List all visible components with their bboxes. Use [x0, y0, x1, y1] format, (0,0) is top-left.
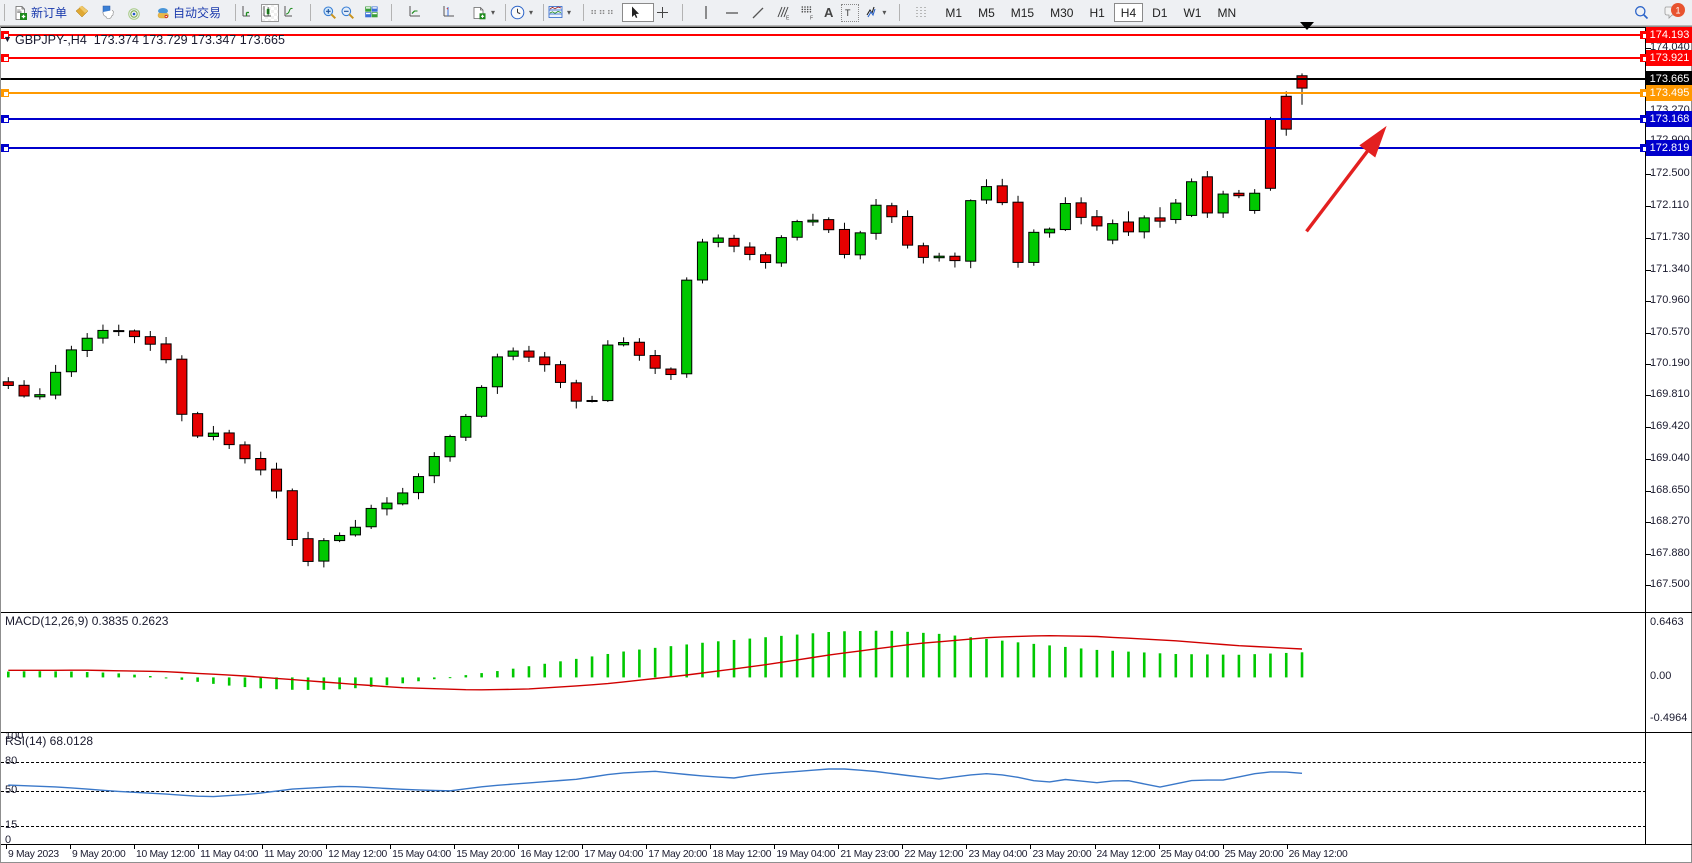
svg-text:1: 1: [1675, 5, 1680, 15]
svg-text:E: E: [786, 15, 790, 21]
svg-text:F: F: [810, 15, 813, 21]
svg-text:T: T: [845, 8, 851, 18]
